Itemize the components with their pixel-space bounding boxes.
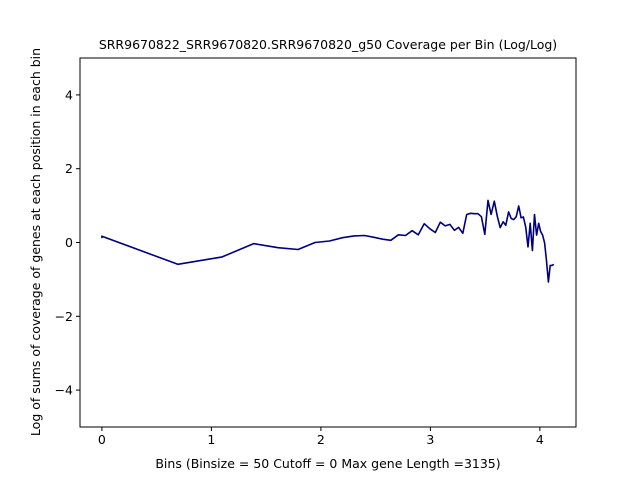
x-tick-label: 1 [207,432,215,447]
y-tick-label: 0 [65,235,73,250]
y-tick-label: −4 [55,383,73,398]
x-tick-label: 3 [426,432,434,447]
y-tick-label: 4 [65,87,73,102]
x-tick-label: 2 [317,432,325,447]
x-axis-ticks: 0 1 2 3 4 [98,427,544,447]
axes-frame [79,57,577,428]
y-tick-label: −2 [55,309,73,324]
plot-area [101,199,555,283]
chart-title: SRR9670822_SRR9670820.SRR9670820_g50 Cov… [99,37,557,52]
x-tick-label: 0 [98,432,106,447]
coverage-line [101,199,555,283]
y-axis-label: Log of sums of coverage of genes at each… [28,48,43,436]
x-axis-label: Bins (Binsize = 50 Cutoff = 0 Max gene L… [155,456,500,471]
y-axis-ticks: −4 −2 0 2 4 [55,87,80,398]
x-tick-label: 4 [536,432,544,447]
y-tick-label: 2 [65,161,73,176]
